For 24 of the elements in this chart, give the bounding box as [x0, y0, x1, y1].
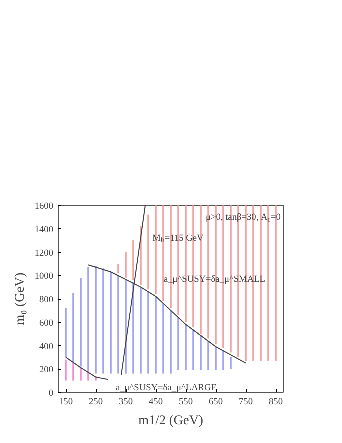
- x-tick-label: 650: [209, 398, 224, 408]
- x-tick-label: 250: [89, 398, 104, 408]
- y-tick-label: 400: [40, 342, 54, 352]
- annotation: a_μ^SUSY=δa_μ^SMALL: [164, 274, 266, 285]
- y-tick-label: 1400: [34, 225, 54, 236]
- annotation: μ>0, tanβ=30, A₀=0: [206, 213, 282, 224]
- x-tick-label: 350: [119, 398, 134, 408]
- x-tick-label: 450: [149, 398, 164, 408]
- y-tick-label: 600: [40, 318, 54, 329]
- x-axis-title: m1/2 (GeV): [138, 412, 204, 428]
- x-tick-label: 750: [239, 398, 254, 408]
- x-tick-label: 550: [179, 398, 194, 408]
- x-tick-label: 850: [269, 398, 284, 408]
- y-tick-label: 800: [40, 296, 54, 306]
- y-tick-label: 1600: [34, 202, 54, 212]
- y-tick-label: 1000: [34, 272, 54, 282]
- annotation: a_μ^SUSY=δa_μ^LARGE: [116, 384, 218, 394]
- y-tick-label: 200: [40, 366, 54, 376]
- y-tick-label: 0: [48, 389, 54, 399]
- y-tick-label: 1200: [34, 248, 54, 259]
- x-tick-label: 150: [59, 398, 74, 408]
- y-axis-title: m₀ (GeV): [12, 272, 27, 326]
- line-series: [66, 356, 108, 380]
- annotation: Mₕ=115 GeV: [152, 234, 204, 244]
